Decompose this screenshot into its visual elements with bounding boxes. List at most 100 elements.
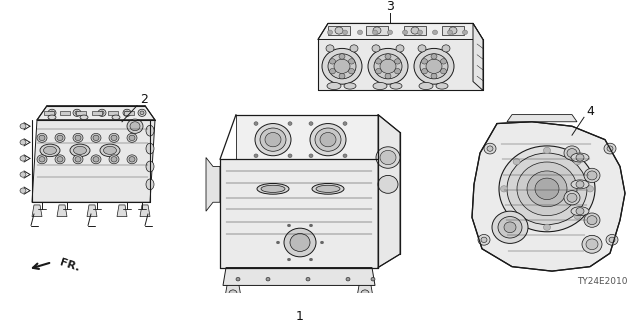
Circle shape	[130, 122, 140, 131]
Circle shape	[123, 109, 131, 116]
Ellipse shape	[70, 144, 90, 156]
Circle shape	[20, 188, 26, 193]
Circle shape	[517, 162, 577, 216]
Ellipse shape	[390, 83, 402, 89]
Circle shape	[576, 181, 584, 188]
Circle shape	[91, 155, 101, 164]
Circle shape	[129, 156, 135, 162]
Ellipse shape	[40, 144, 60, 156]
Circle shape	[481, 237, 487, 243]
Circle shape	[604, 143, 616, 154]
Circle shape	[75, 111, 79, 115]
Circle shape	[492, 211, 528, 244]
Circle shape	[543, 224, 550, 230]
Bar	[44, 111, 54, 116]
Circle shape	[385, 54, 391, 59]
Circle shape	[339, 74, 345, 79]
Polygon shape	[472, 122, 625, 271]
Circle shape	[254, 154, 258, 157]
Circle shape	[350, 45, 358, 52]
Circle shape	[310, 124, 346, 156]
Circle shape	[422, 59, 428, 64]
Bar	[366, 26, 388, 35]
Circle shape	[109, 155, 119, 164]
Circle shape	[358, 30, 362, 35]
Ellipse shape	[146, 161, 154, 172]
Circle shape	[129, 135, 135, 140]
Circle shape	[255, 124, 291, 156]
Circle shape	[93, 156, 99, 162]
Text: 1: 1	[296, 310, 304, 320]
Circle shape	[57, 135, 63, 140]
Circle shape	[236, 277, 240, 281]
Circle shape	[287, 258, 291, 261]
Circle shape	[20, 156, 26, 161]
Ellipse shape	[261, 185, 285, 192]
Circle shape	[284, 228, 316, 257]
Circle shape	[48, 109, 56, 116]
Circle shape	[584, 213, 600, 227]
Ellipse shape	[373, 83, 387, 90]
Circle shape	[138, 109, 146, 116]
Circle shape	[576, 208, 584, 215]
Circle shape	[513, 213, 520, 219]
Ellipse shape	[571, 153, 589, 162]
Ellipse shape	[44, 146, 56, 154]
Circle shape	[440, 68, 447, 74]
Circle shape	[564, 146, 580, 160]
Circle shape	[376, 147, 400, 168]
Circle shape	[527, 171, 567, 207]
Polygon shape	[87, 205, 97, 217]
Circle shape	[328, 54, 356, 79]
Circle shape	[586, 186, 593, 192]
Polygon shape	[318, 23, 483, 39]
Polygon shape	[225, 285, 241, 297]
Circle shape	[328, 30, 333, 35]
Circle shape	[394, 59, 401, 64]
Circle shape	[109, 133, 119, 142]
Polygon shape	[357, 285, 373, 297]
Circle shape	[37, 133, 47, 142]
Circle shape	[587, 171, 597, 180]
Circle shape	[422, 68, 428, 74]
Polygon shape	[37, 106, 155, 120]
Circle shape	[576, 154, 584, 161]
Circle shape	[37, 155, 47, 164]
Circle shape	[372, 45, 380, 52]
Circle shape	[287, 224, 291, 227]
Polygon shape	[378, 115, 400, 268]
Text: 2: 2	[140, 93, 148, 106]
Circle shape	[127, 133, 137, 142]
Circle shape	[387, 30, 392, 35]
Circle shape	[499, 146, 595, 232]
Circle shape	[39, 135, 45, 140]
Ellipse shape	[571, 207, 589, 216]
Circle shape	[349, 68, 355, 74]
Circle shape	[504, 222, 516, 233]
Circle shape	[349, 59, 355, 64]
Text: FR.: FR.	[58, 257, 81, 273]
Circle shape	[20, 140, 26, 145]
Circle shape	[431, 54, 437, 59]
Circle shape	[361, 290, 369, 297]
Bar	[328, 26, 350, 35]
Circle shape	[75, 156, 81, 162]
Circle shape	[75, 135, 81, 140]
Circle shape	[368, 48, 408, 84]
Polygon shape	[236, 115, 378, 162]
Circle shape	[586, 239, 598, 250]
Circle shape	[584, 168, 600, 183]
Circle shape	[339, 54, 345, 59]
Circle shape	[484, 143, 496, 154]
Circle shape	[574, 158, 581, 165]
Circle shape	[55, 155, 65, 164]
Bar	[60, 111, 70, 116]
Circle shape	[55, 133, 65, 142]
Circle shape	[111, 135, 117, 140]
Circle shape	[330, 68, 335, 74]
Circle shape	[478, 235, 490, 245]
Circle shape	[309, 122, 313, 125]
Ellipse shape	[571, 180, 589, 189]
Polygon shape	[318, 39, 483, 91]
Circle shape	[254, 122, 258, 125]
